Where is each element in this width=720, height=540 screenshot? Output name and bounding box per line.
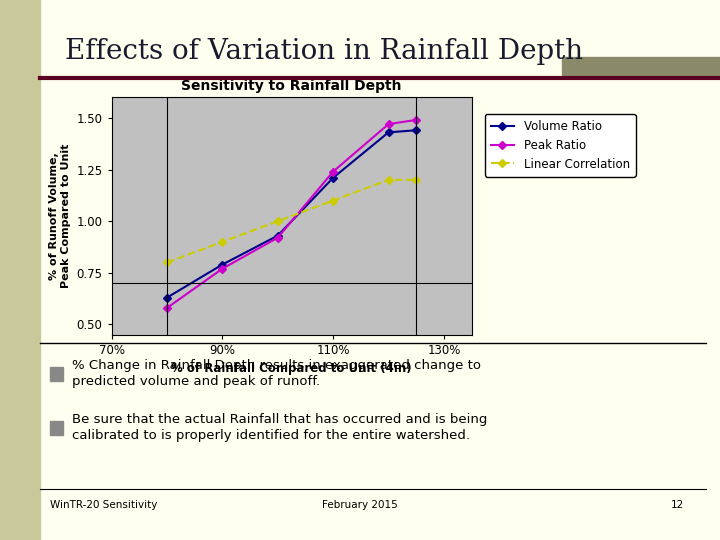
Linear Correlation (329, 197, 338, 204)
X-axis label: % of Rainfall Compared to Unit (4in): % of Rainfall Compared to Unit (4in) (171, 362, 412, 375)
Linear Correlation (384, 177, 393, 183)
Text: predicted volume and peak of runoff.: predicted volume and peak of runoff. (72, 375, 320, 388)
Peak Ratio (274, 234, 282, 241)
Text: Be sure that the actual Rainfall that has occurred and is being: Be sure that the actual Rainfall that ha… (72, 413, 487, 426)
Volume Ratio (329, 174, 338, 181)
Line: Peak Ratio: Peak Ratio (164, 117, 419, 310)
Text: 12: 12 (671, 500, 684, 510)
Peak Ratio (384, 121, 393, 127)
Volume Ratio (218, 261, 227, 268)
Line: Linear Correlation: Linear Correlation (164, 177, 419, 265)
Text: % Change in Rainfall Depth results in exaggerated change to: % Change in Rainfall Depth results in ex… (72, 359, 481, 372)
Volume Ratio (412, 127, 420, 133)
Linear Correlation (218, 239, 227, 245)
Peak Ratio (329, 168, 338, 175)
Peak Ratio (412, 117, 420, 123)
Text: Effects of Variation in Rainfall Depth: Effects of Variation in Rainfall Depth (65, 38, 583, 65)
Volume Ratio (384, 129, 393, 136)
Linear Correlation (412, 177, 420, 183)
Peak Ratio (218, 266, 227, 272)
Text: February 2015: February 2015 (322, 500, 398, 510)
Legend: Volume Ratio, Peak Ratio, Linear Correlation: Volume Ratio, Peak Ratio, Linear Correla… (485, 114, 636, 177)
Linear Correlation (163, 259, 171, 266)
Linear Correlation (274, 218, 282, 225)
Text: WinTR-20 Sensitivity: WinTR-20 Sensitivity (50, 500, 158, 510)
Volume Ratio (274, 232, 282, 239)
Peak Ratio (163, 305, 171, 311)
Y-axis label: % of Runoff Volume,
Peak Compared to Unit: % of Runoff Volume, Peak Compared to Uni… (49, 144, 71, 288)
Title: Sensitivity to Rainfall Depth: Sensitivity to Rainfall Depth (181, 79, 402, 93)
Line: Volume Ratio: Volume Ratio (164, 127, 419, 300)
Volume Ratio (163, 294, 171, 301)
Text: calibrated to is properly identified for the entire watershed.: calibrated to is properly identified for… (72, 429, 470, 442)
